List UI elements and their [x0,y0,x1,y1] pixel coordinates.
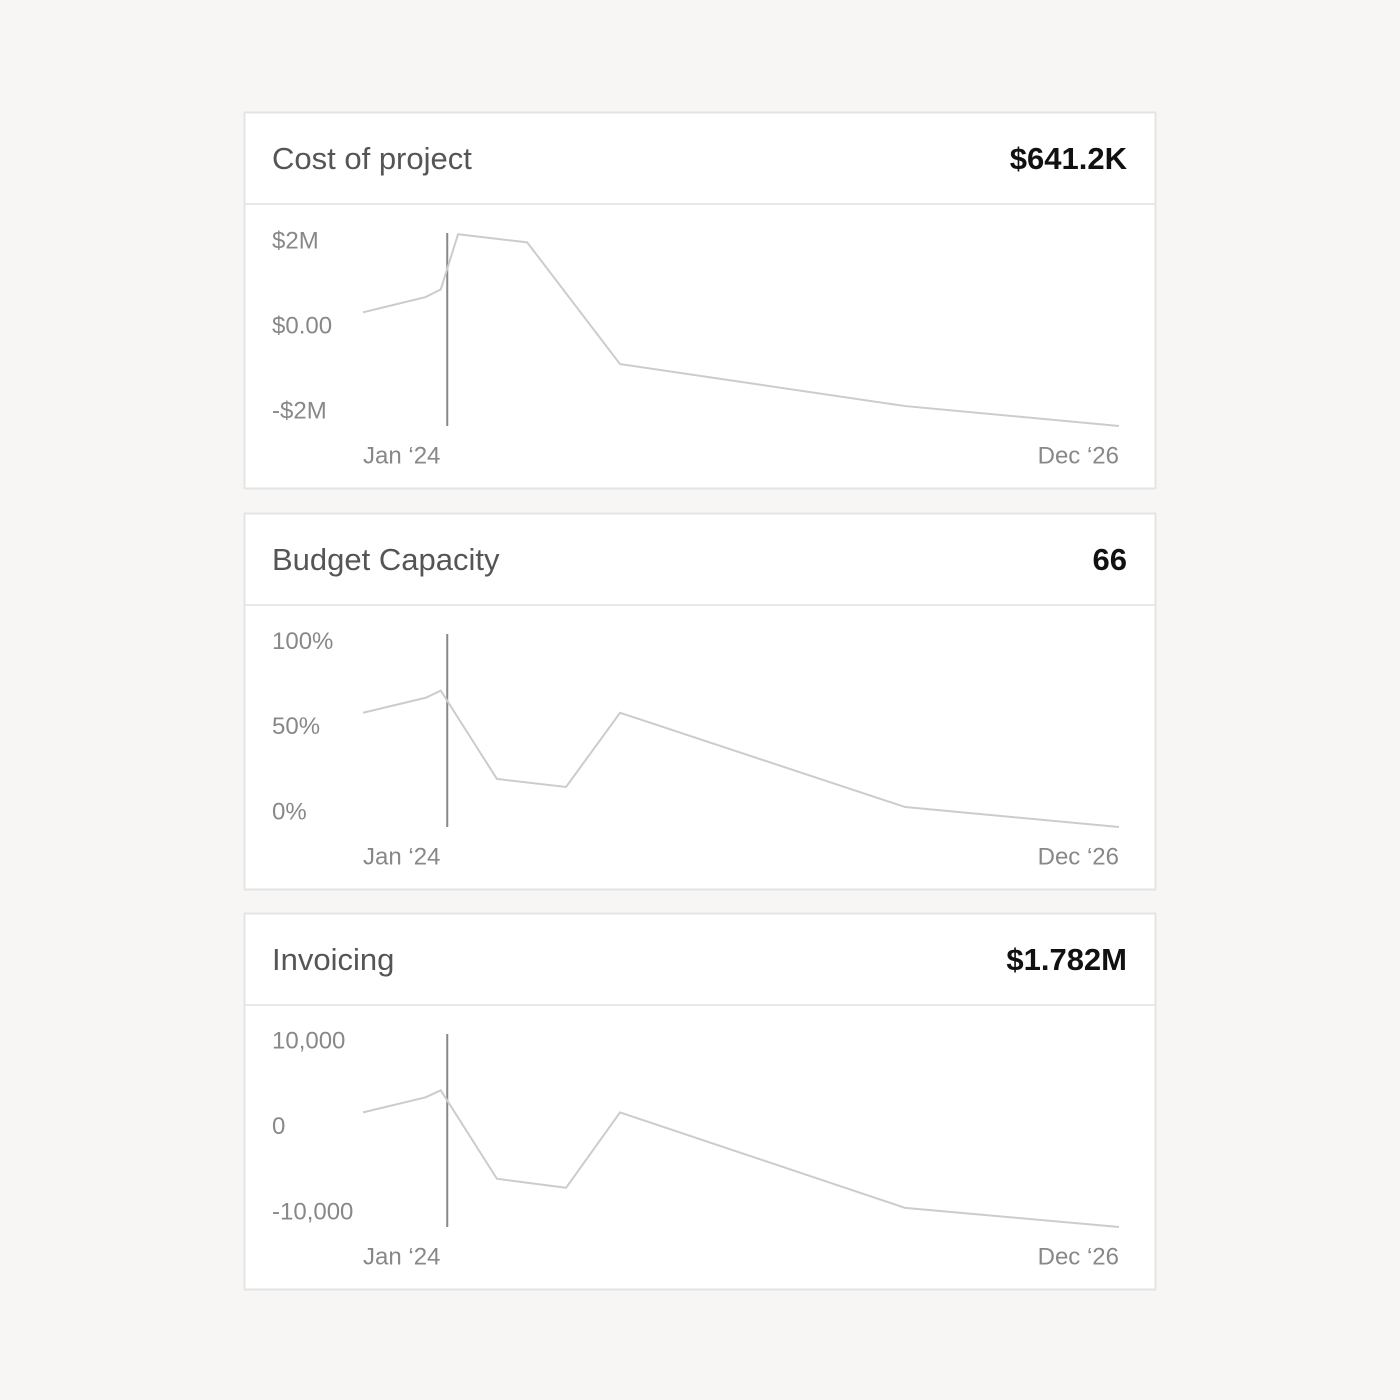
card-title: Budget Capacity [272,542,500,577]
card [243,912,1157,1291]
x-tick-label: Dec ‘26 [1038,1243,1119,1270]
card-title: Cost of project [272,141,472,176]
x-tick-label: Dec ‘26 [1038,442,1119,469]
card [243,512,1157,891]
y-tick-label: -$2M [272,397,327,424]
x-tick-label: Jan ‘24 [363,843,440,870]
y-tick-label: 0 [272,1113,285,1140]
y-tick-label: 50% [272,713,320,740]
x-tick-label: Dec ‘26 [1038,843,1119,870]
card-headline: $641.2K [1010,141,1128,176]
card-headline: $1.782M [1006,942,1127,977]
card-headline: 66 [1093,542,1127,577]
y-tick-label: 100% [272,628,333,655]
card [243,111,1157,490]
series-line [362,1089,1120,1228]
card-title: Invoicing [272,942,394,977]
y-tick-label: $0.00 [272,313,332,340]
y-tick-label: -10,000 [272,1198,353,1225]
x-tick-label: Jan ‘24 [363,1243,440,1270]
y-tick-label: 10,000 [272,1027,345,1054]
series-line [362,233,1120,427]
x-tick-label: Jan ‘24 [363,442,440,469]
y-tick-label: $2M [272,228,319,255]
series-line [362,689,1120,828]
y-tick-label: 0% [272,798,307,825]
